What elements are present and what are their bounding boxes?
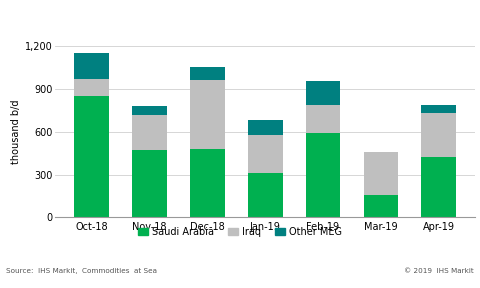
Bar — [421, 113, 456, 158]
Bar — [248, 134, 283, 173]
Bar — [421, 158, 456, 217]
Text: MEG Crude Oil loadings heading to the USA: MEG Crude Oil loadings heading to the US… — [6, 15, 296, 28]
Bar — [248, 120, 283, 134]
Bar — [74, 53, 109, 79]
Bar — [363, 195, 398, 217]
Bar — [306, 105, 340, 133]
Bar — [248, 173, 283, 217]
Bar — [132, 115, 167, 150]
Text: © 2019  IHS Markit: © 2019 IHS Markit — [405, 268, 474, 274]
Bar — [306, 133, 340, 217]
Text: Source:  IHS Markit,  Commodities  at Sea: Source: IHS Markit, Commodities at Sea — [6, 268, 157, 274]
Bar — [74, 96, 109, 217]
Bar — [421, 105, 456, 113]
Bar — [74, 79, 109, 96]
Bar — [190, 67, 225, 80]
Bar — [306, 81, 340, 105]
Bar — [132, 106, 167, 115]
Y-axis label: thousand b/d: thousand b/d — [11, 100, 21, 164]
Bar — [190, 80, 225, 149]
Bar — [132, 150, 167, 217]
Bar — [190, 149, 225, 217]
Bar — [363, 152, 398, 195]
Legend: Saudi Arabia, Iraq, Other MEG: Saudi Arabia, Iraq, Other MEG — [138, 227, 342, 237]
